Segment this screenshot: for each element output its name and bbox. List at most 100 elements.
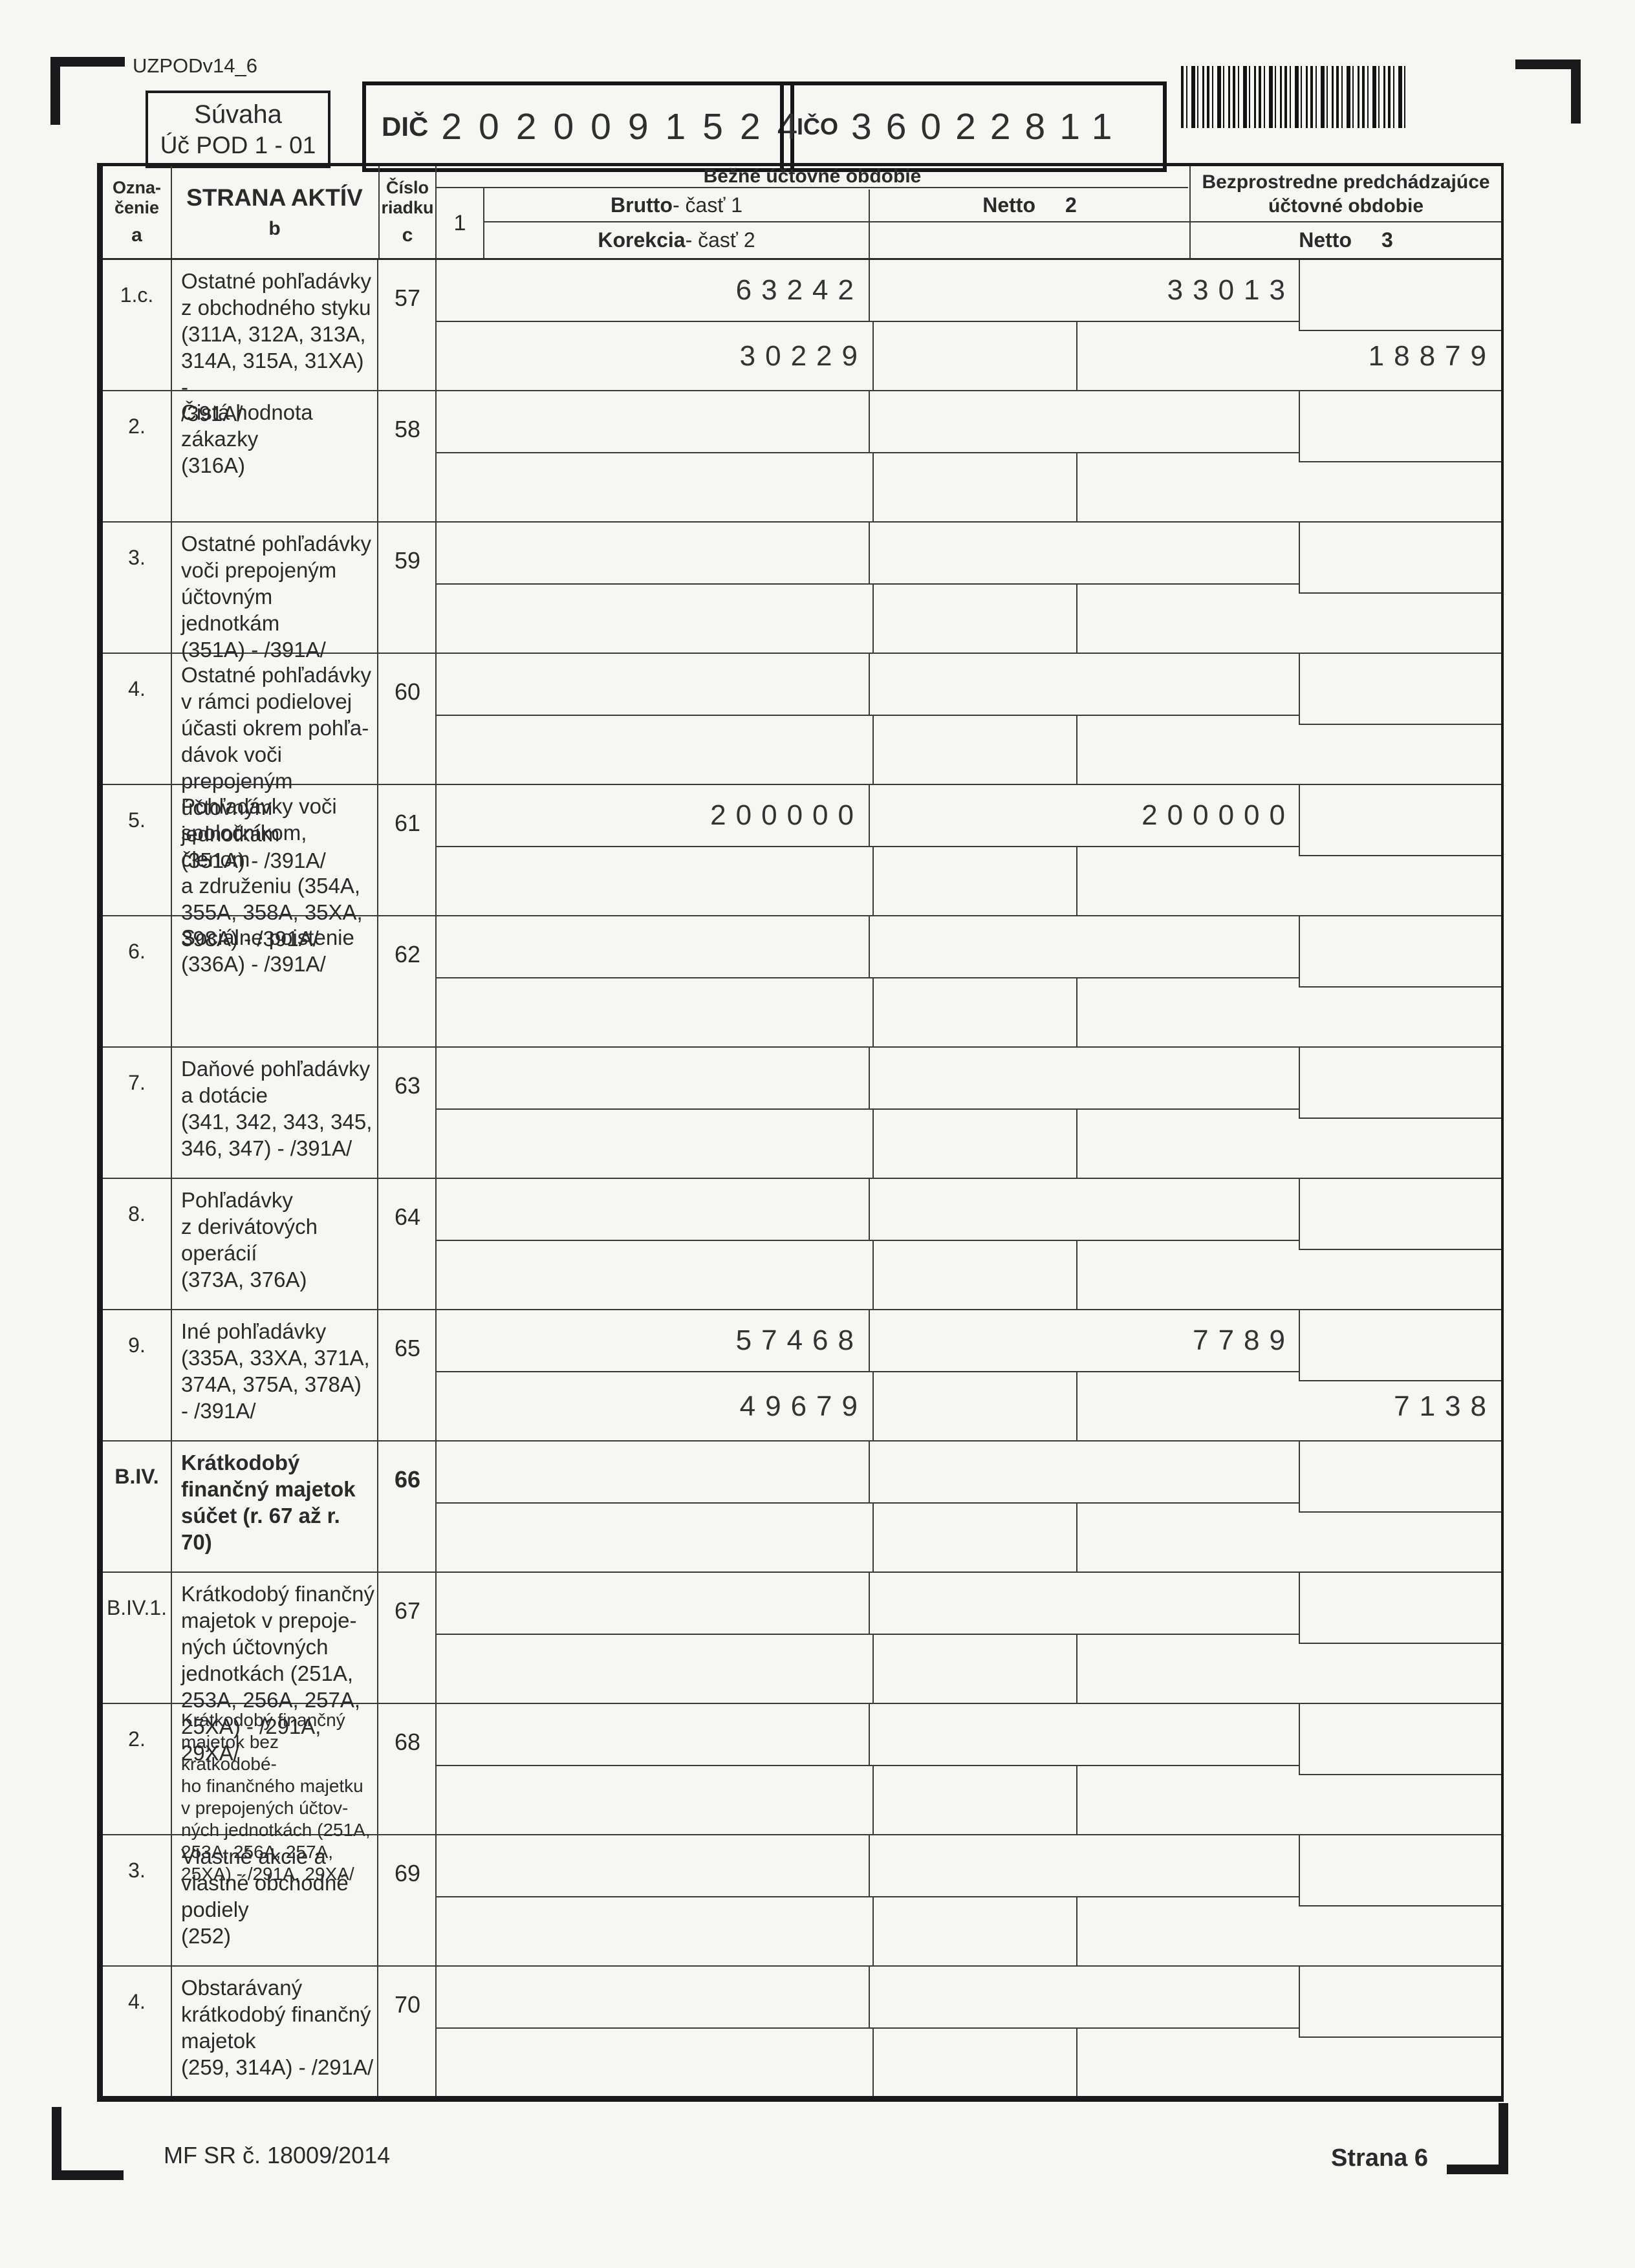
header-netto2-number: 2	[1065, 193, 1077, 217]
dic-value: 2020091524	[441, 106, 815, 147]
netto2-value-cell	[869, 1835, 1300, 1897]
header-designation-label: Ozna- čenie	[112, 178, 161, 217]
brutto-value-cell	[437, 1835, 869, 1897]
bottom-middle-empty-cell	[869, 978, 1077, 1046]
item-label-cell: Krátkodobý finančný majetok v prepoje- n…	[171, 1573, 378, 1765]
table-row: 6. Sociálne poistenie (336A) - /391A/62	[103, 916, 1501, 1048]
netto2-value-cell	[869, 1048, 1300, 1110]
netto2-value-cell	[869, 1442, 1300, 1504]
line-number-cell: 62	[380, 916, 437, 1046]
bottom-middle-empty-cell	[869, 716, 1077, 784]
table-row: 2. Čistá hodnota zákazky (316A) 58	[103, 391, 1501, 523]
bottom-middle-empty-cell	[869, 1504, 1077, 1571]
brutto-value-cell	[437, 1048, 869, 1110]
corner-mark-bottom-left-icon	[52, 2107, 124, 2180]
designation-cell: B.IV.1.	[103, 1573, 172, 1703]
netto3-value-cell: 18879	[1368, 340, 1496, 372]
designation-cell: 9.	[103, 1310, 172, 1440]
netto3-upper-empty-cell	[1299, 1967, 1501, 2038]
corner-mark-bottom-right-icon	[1447, 2103, 1508, 2174]
designation-cell: B.IV.	[103, 1442, 172, 1571]
table-row: 8. Pohľadávky z derivátových operácií (37…	[103, 1179, 1501, 1310]
item-label-cell: Obstarávaný krátkodobý finančný majetok …	[171, 1967, 378, 2096]
header-assets-label: STRANA AKTÍV	[186, 184, 363, 211]
table-body: 1.c. Ostatné pohľadávky z obchodného styk…	[103, 260, 1501, 2096]
ico-value: 36022811	[851, 106, 1127, 147]
bottom-middle-empty-cell	[869, 1766, 1077, 1834]
header-assets-column: STRANA AKTÍV b	[171, 166, 380, 258]
issuer-note: MF SR č. 18009/2014	[164, 2142, 391, 2168]
table-row: 9. Iné pohľadávky (335A, 33XA, 371A, 374A…	[103, 1310, 1501, 1442]
item-label-cell: Daňové pohľadávky a dotácie (341, 342, 3…	[171, 1048, 378, 1178]
header-designation-column: Ozna- čenie a	[103, 166, 172, 258]
netto3-value-cell	[1074, 1635, 1501, 1703]
brutto-value-cell	[437, 523, 869, 585]
korekcia-value-cell	[437, 1897, 874, 1965]
netto2-value-cell	[869, 1179, 1300, 1241]
header-korekcia-label: Korekcia	[598, 228, 686, 252]
netto3-value-cell	[1074, 1241, 1501, 1309]
line-number-cell: 57	[380, 260, 437, 390]
netto2-value-cell	[869, 1967, 1300, 2029]
line-number-cell: 67	[380, 1573, 437, 1703]
form-subtitle: Úč POD 1 - 01	[160, 131, 316, 158]
bottom-middle-empty-cell	[869, 2029, 1077, 2096]
dic-label: DIČ	[382, 111, 429, 142]
header-brutto-label: Brutto	[611, 193, 673, 217]
designation-cell: 4.	[103, 1967, 172, 2096]
line-number-cell: 63	[380, 1048, 437, 1178]
item-label-cell: Ostatné pohľadávky voči prepojeným účtov…	[171, 523, 378, 662]
netto2-value-cell: 7789	[869, 1310, 1300, 1372]
designation-cell: 6.	[103, 916, 172, 1046]
table-row: 2. Krátkodobý finančný majetok bez krátko…	[103, 1704, 1501, 1884]
netto3-upper-empty-cell	[1299, 1179, 1501, 1250]
header-netto3: Netto 3	[1189, 222, 1501, 258]
netto3-value-cell	[1074, 453, 1501, 521]
korekcia-value-cell	[437, 1241, 874, 1309]
item-label-cell: Sociálne poistenie (336A) - /391A/	[171, 916, 378, 1046]
dic-box: DIČ 2020091524	[362, 81, 797, 172]
netto3-value-cell	[1074, 2029, 1501, 2096]
line-number-cell: 60	[380, 654, 437, 784]
netto3-value-cell	[1074, 585, 1501, 653]
header-netto2-label: Netto	[982, 193, 1035, 217]
netto2-value-cell	[869, 523, 1300, 585]
brutto-value-cell	[437, 654, 869, 716]
line-number-cell: 64	[380, 1179, 437, 1309]
brutto-value-cell	[437, 1179, 869, 1241]
item-label-cell: Iné pohľadávky (335A, 33XA, 371A, 374A, …	[171, 1310, 378, 1440]
bottom-middle-empty-cell	[869, 585, 1077, 653]
header-netto3-label: Netto	[1299, 228, 1352, 252]
korekcia-value-cell	[437, 1110, 874, 1178]
brutto-value-cell: 57468	[437, 1310, 869, 1372]
korekcia-value-cell	[437, 453, 874, 521]
item-label-cell: Pohľadávky voči spoločníkom, členom a zd…	[171, 785, 378, 951]
brutto-value-cell	[437, 391, 869, 453]
item-label-cell: Ostatné pohľadávky z obchodného styku (3…	[171, 260, 378, 426]
bottom-middle-empty-cell	[869, 847, 1077, 915]
netto3-upper-empty-cell	[1299, 391, 1501, 462]
table-row: 4. Ostatné pohľadávky v rámci podielovej …	[103, 654, 1501, 872]
line-number-cell: 69	[380, 1835, 437, 1965]
header-korekcia: Korekcia - časť 2	[484, 222, 869, 258]
line-number-cell: 61	[380, 785, 437, 915]
bottom-middle-empty-cell	[869, 1372, 1077, 1440]
designation-cell: 1.c.	[103, 260, 172, 390]
netto3-upper-empty-cell	[1299, 1442, 1501, 1513]
form-title: Súvaha	[194, 100, 282, 129]
korekcia-value-cell	[437, 585, 874, 653]
netto2-value-cell: 200000	[869, 785, 1300, 847]
bottom-middle-empty-cell	[869, 1635, 1077, 1703]
bottom-middle-empty-cell	[869, 322, 1077, 390]
korekcia-value-cell	[437, 716, 874, 784]
netto3-upper-empty-cell	[1299, 1835, 1501, 1906]
line-number-cell: 65	[380, 1310, 437, 1440]
netto2-value-cell	[869, 391, 1300, 453]
designation-cell: 4.	[103, 654, 172, 784]
korekcia-value-cell	[437, 1635, 874, 1703]
netto3-value-cell	[1074, 716, 1501, 784]
korekcia-value-cell	[437, 978, 874, 1046]
brutto-value-cell	[437, 1573, 869, 1635]
header-previous-period: Bezprostredne predchádzajúce účtovné obd…	[1189, 166, 1501, 222]
brutto-value-cell	[437, 1704, 869, 1766]
